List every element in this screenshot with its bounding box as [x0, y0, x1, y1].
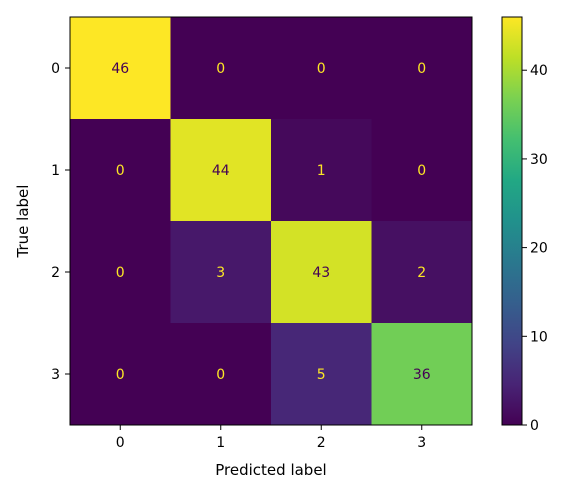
heatmap-cell — [371, 323, 473, 426]
y-tick-label: 0 — [51, 61, 60, 77]
cell-value-label: 43 — [312, 265, 330, 281]
heatmap-cell — [371, 119, 473, 222]
cell-value-label: 0 — [116, 367, 125, 383]
heatmap-cell — [271, 323, 372, 426]
heatmap-cell — [170, 119, 272, 222]
cell-value-label: 1 — [317, 163, 326, 179]
heatmap-cell-labels: 46 0 0 0 0 44 1 0 0 3 43 2 0 0 5 36 — [111, 61, 430, 383]
colorbar-tick-label: 30 — [530, 152, 548, 168]
colorbar-ticks: 0 10 20 30 40 — [522, 63, 548, 434]
heatmap-cell — [170, 221, 272, 324]
x-axis-title: Predicted label — [215, 461, 326, 479]
y-axis: 0 1 2 3 — [51, 61, 70, 383]
cell-value-label: 5 — [317, 367, 326, 383]
heatmap-cell — [70, 119, 171, 222]
cell-value-label: 0 — [417, 163, 426, 179]
cell-value-label: 36 — [413, 367, 431, 383]
cell-value-label: 0 — [116, 265, 125, 281]
y-tick-label: 3 — [51, 367, 60, 383]
x-tick-label: 0 — [116, 435, 125, 451]
cell-value-label: 0 — [417, 61, 426, 77]
colorbar-tick-label: 0 — [530, 418, 539, 434]
heatmap-cell — [70, 221, 171, 324]
heatmap-cell — [371, 17, 473, 120]
heatmap-cell — [170, 323, 272, 426]
x-axis: 0 1 2 3 — [116, 425, 426, 451]
colorbar-tick-label: 20 — [530, 241, 548, 257]
x-tick-label: 1 — [216, 435, 225, 451]
heatmap-cell — [271, 17, 372, 120]
x-tick-label: 2 — [317, 435, 326, 451]
heatmap-cell — [70, 17, 171, 120]
y-axis-title: True label — [14, 185, 32, 259]
plot-frame — [69, 16, 473, 426]
cell-value-label: 2 — [417, 265, 426, 281]
cell-value-label: 0 — [116, 163, 125, 179]
colorbar-tick-label: 10 — [530, 329, 548, 345]
heatmap-cells — [70, 17, 473, 426]
cell-value-label: 3 — [216, 265, 225, 281]
cell-value-label: 0 — [216, 367, 225, 383]
cell-value-label: 0 — [317, 61, 326, 77]
colorbar — [501, 16, 523, 426]
heatmap-cell — [170, 17, 272, 120]
cell-value-label: 0 — [216, 61, 225, 77]
cell-value-label: 46 — [111, 61, 129, 77]
y-tick-label: 1 — [51, 163, 60, 179]
x-tick-label: 3 — [417, 435, 426, 451]
cell-value-label: 44 — [212, 163, 230, 179]
heatmap-cell — [271, 221, 372, 324]
heatmap-cell — [70, 323, 171, 426]
y-tick-label: 2 — [51, 265, 60, 281]
heatmap-cell — [271, 119, 372, 222]
colorbar-tick-label: 40 — [530, 63, 548, 79]
heatmap-cell — [371, 221, 473, 324]
